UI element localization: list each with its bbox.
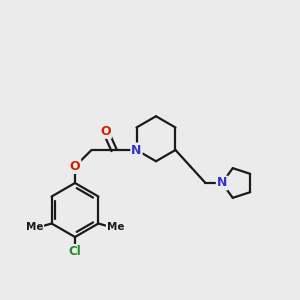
Text: N: N bbox=[131, 143, 142, 157]
Text: N: N bbox=[217, 176, 227, 190]
Text: O: O bbox=[100, 125, 111, 138]
Text: Me: Me bbox=[107, 222, 124, 232]
Text: O: O bbox=[70, 160, 80, 173]
Text: Cl: Cl bbox=[69, 245, 81, 258]
Text: Me: Me bbox=[26, 222, 43, 232]
